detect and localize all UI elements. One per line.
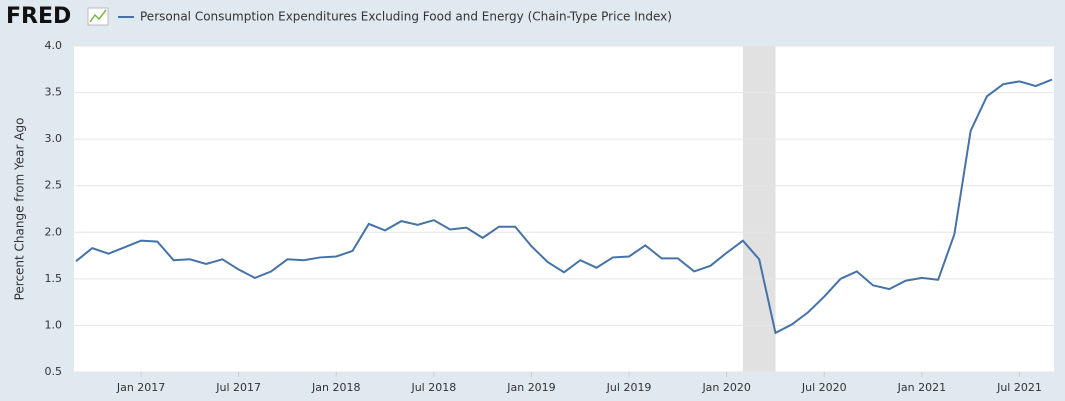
y-tick-label: 3.0 [45,132,63,145]
logo: FRED [6,4,71,29]
x-tick-label: Jan 2021 [897,381,946,394]
plot-area [74,46,1054,372]
x-tick-label: Jan 2020 [701,381,750,394]
y-tick-label: 0.5 [45,365,63,378]
y-tick-label: 2.5 [45,179,63,192]
y-tick-label: 1.0 [45,318,63,331]
x-tick-label: Jan 2017 [116,381,165,394]
y-tick-label: 4.0 [45,39,63,52]
legend-label: Personal Consumption Expenditures Exclud… [140,10,672,24]
series-line [75,78,1053,335]
x-tick-label: Jan 2018 [311,381,360,394]
logo-icon [87,7,109,26]
recession-shade [742,46,776,372]
x-tick-label: Jan 2019 [506,381,555,394]
y-tick-label: 1.5 [45,272,63,285]
x-tick-label: Jul 2017 [215,381,261,394]
y-tick-label: 2.0 [45,225,63,238]
x-tick-label: Jul 2021 [996,381,1042,394]
x-tick-label: Jul 2018 [410,381,456,394]
x-tick-label: Jul 2020 [801,381,847,394]
x-tick-label: Jul 2019 [606,381,652,394]
y-tick-label: 3.5 [45,86,63,99]
y-axis-label: Percent Change from Year Ago [13,118,27,301]
